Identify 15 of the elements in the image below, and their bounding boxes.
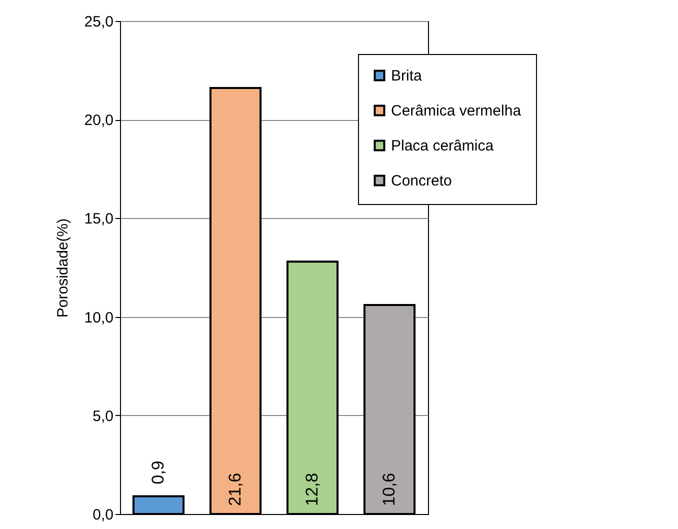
data-label: 21,6: [226, 472, 244, 506]
y-tick-label: 5,0: [92, 408, 114, 425]
legend-label: Concreto: [391, 172, 452, 190]
legend-label: Placa cerâmica: [391, 138, 494, 154]
y-axis-title: Porosidade(%): [54, 218, 72, 318]
data-label: 10,6: [380, 472, 398, 506]
legend-label: Brita: [391, 68, 422, 84]
y-tick-label: 10,0: [84, 309, 114, 326]
legend-label: Cerâmica vermelha: [391, 102, 522, 120]
y-tick-label: 0,0: [92, 506, 114, 524]
y-tick-label: 20,0: [84, 112, 114, 130]
data-label: 0,9: [148, 460, 168, 484]
data-label: 12,8: [302, 472, 322, 506]
y-tick-label: 15,0: [84, 210, 114, 228]
y-tick-label: 25,0: [84, 14, 114, 30]
